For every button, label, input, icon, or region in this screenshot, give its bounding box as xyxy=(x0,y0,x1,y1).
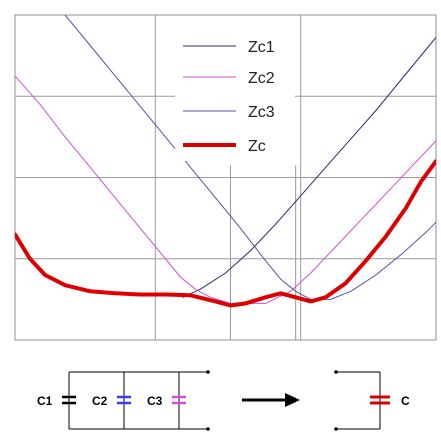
capacitor-c1 xyxy=(62,395,76,405)
label-c3: C3 xyxy=(147,394,163,408)
circuit-diagram: C1 C2 C3 C xyxy=(37,370,410,431)
label-c: C xyxy=(401,394,410,408)
legend-background xyxy=(175,26,295,161)
legend-label-zc2: Zc2 xyxy=(248,70,275,87)
capacitor-c xyxy=(370,395,390,405)
series-line-zc3 xyxy=(64,15,436,300)
terminal-top xyxy=(206,370,210,374)
chart-legend: Zc1 Zc2 Zc3 Zc xyxy=(175,26,295,161)
capacitor-c3 xyxy=(172,395,186,405)
label-c2: C2 xyxy=(92,394,108,408)
series-line-zc2 xyxy=(15,75,436,304)
equivalent-terminal-bottom xyxy=(334,427,338,431)
terminal-bottom xyxy=(206,427,210,431)
equivalent-terminal-top xyxy=(334,370,338,374)
label-c1: C1 xyxy=(37,394,53,408)
series-layer xyxy=(15,15,436,308)
legend-label-zc3: Zc3 xyxy=(248,104,275,121)
equivalence-arrow-icon xyxy=(242,393,300,407)
series-line-zc xyxy=(15,159,436,308)
legend-label-zc1: Zc1 xyxy=(248,39,275,56)
capacitor-c2 xyxy=(117,395,131,405)
legend-label-zc: Zc xyxy=(248,138,266,155)
series-line-zc1 xyxy=(182,36,436,298)
